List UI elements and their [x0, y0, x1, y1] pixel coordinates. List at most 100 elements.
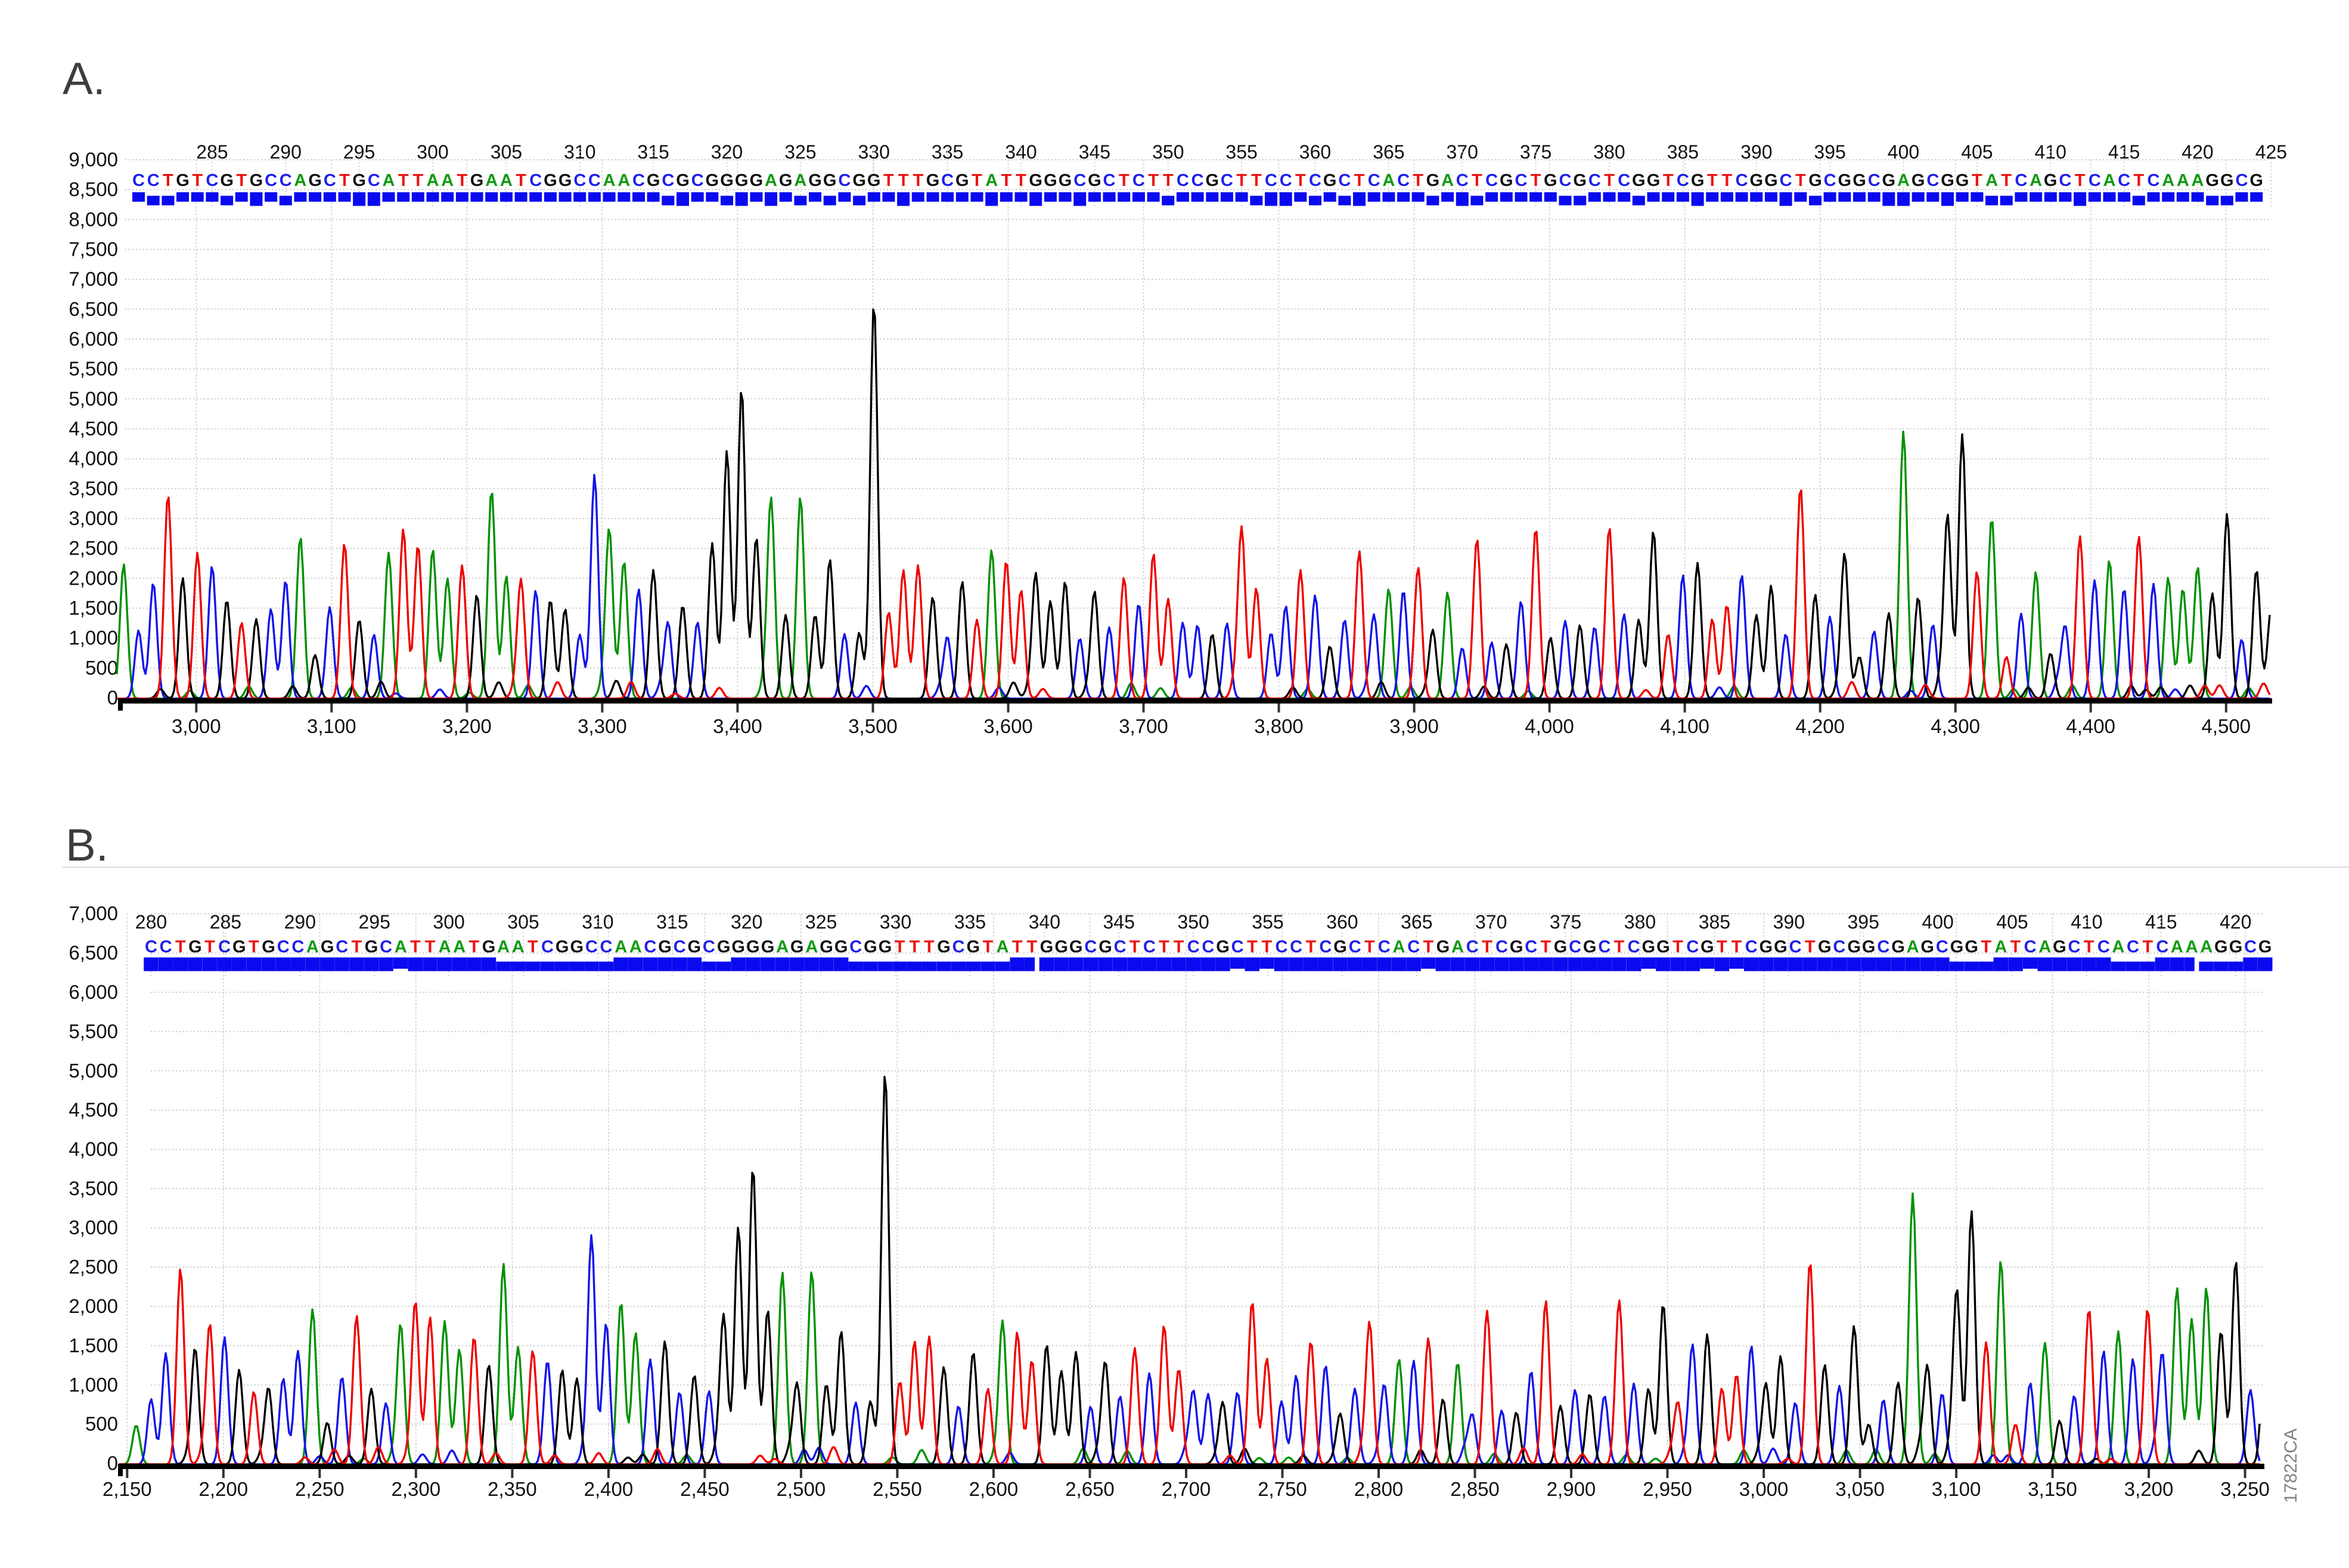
- svg-text:T: T: [1119, 171, 1129, 190]
- svg-text:3,800: 3,800: [1254, 715, 1304, 737]
- svg-text:C: C: [1736, 171, 1748, 190]
- svg-text:G: G: [1069, 937, 1083, 957]
- svg-text:5,000: 5,000: [69, 1060, 118, 1082]
- svg-text:C: C: [585, 937, 598, 957]
- svg-text:G: G: [1436, 937, 1450, 957]
- svg-text:C: C: [1456, 171, 1469, 190]
- svg-text:A: A: [2186, 937, 2198, 957]
- svg-text:T: T: [1423, 937, 1433, 957]
- svg-text:C: C: [1598, 937, 1611, 957]
- svg-text:G: G: [937, 937, 951, 957]
- svg-text:C: C: [2244, 937, 2257, 957]
- svg-text:C: C: [132, 171, 145, 190]
- svg-text:C: C: [1231, 937, 1244, 957]
- svg-text:T: T: [1795, 171, 1806, 190]
- svg-text:C: C: [1824, 171, 1836, 190]
- svg-text:3,000: 3,000: [69, 1216, 118, 1238]
- svg-text:T: T: [457, 171, 468, 190]
- svg-text:A: A: [603, 171, 616, 190]
- svg-text:T: T: [1001, 171, 1011, 190]
- svg-text:G: G: [1774, 937, 1788, 957]
- svg-text:G: G: [761, 937, 775, 957]
- svg-text:A: A: [453, 937, 466, 957]
- svg-text:3,100: 3,100: [1932, 1478, 1981, 1500]
- svg-text:9,000: 9,000: [69, 148, 118, 170]
- svg-text:G: G: [955, 171, 969, 190]
- svg-text:T: T: [1012, 937, 1023, 957]
- svg-text:G: G: [1656, 937, 1670, 957]
- svg-text:T: T: [2075, 171, 2086, 190]
- svg-text:2,450: 2,450: [680, 1478, 730, 1500]
- svg-text:G: G: [967, 937, 980, 957]
- svg-text:C: C: [1569, 937, 1581, 957]
- svg-text:T: T: [412, 171, 423, 190]
- svg-text:2,200: 2,200: [199, 1478, 249, 1500]
- svg-text:A: A: [1393, 937, 1405, 957]
- svg-text:A: A: [2200, 937, 2213, 957]
- svg-text:T: T: [1016, 171, 1026, 190]
- svg-text:G: G: [1691, 171, 1705, 190]
- svg-text:G: G: [820, 937, 833, 957]
- svg-text:G: G: [1647, 171, 1661, 190]
- svg-text:G: G: [1333, 937, 1347, 957]
- svg-text:G: G: [1044, 171, 1057, 190]
- svg-text:C: C: [529, 171, 542, 190]
- svg-text:G: G: [750, 171, 764, 190]
- svg-text:2,650: 2,650: [1065, 1478, 1115, 1500]
- svg-text:C: C: [644, 937, 656, 957]
- svg-text:T: T: [1262, 937, 1273, 957]
- svg-text:T: T: [1364, 937, 1375, 957]
- svg-text:C: C: [1926, 171, 1939, 190]
- svg-text:G: G: [1099, 937, 1112, 957]
- svg-text:C: C: [691, 171, 704, 190]
- svg-text:C: C: [368, 171, 380, 190]
- svg-text:G: G: [1216, 937, 1230, 957]
- svg-text:C: C: [1349, 937, 1361, 957]
- svg-text:C: C: [1559, 171, 1572, 190]
- svg-text:G: G: [720, 171, 734, 190]
- svg-text:G: G: [1941, 171, 1954, 190]
- svg-text:T: T: [1472, 171, 1482, 190]
- svg-text:4,400: 4,400: [2066, 715, 2115, 737]
- svg-text:7,000: 7,000: [69, 902, 118, 924]
- svg-text:T: T: [1247, 937, 1258, 957]
- svg-text:6,000: 6,000: [69, 981, 118, 1003]
- svg-text:C: C: [277, 937, 290, 957]
- svg-text:G: G: [1852, 171, 1866, 190]
- svg-text:1,000: 1,000: [69, 1374, 118, 1396]
- svg-text:4,100: 4,100: [1660, 715, 1709, 737]
- svg-text:G: G: [1510, 937, 1523, 957]
- svg-text:5,500: 5,500: [69, 1020, 118, 1042]
- svg-text:A: A: [985, 171, 998, 190]
- svg-text:G: G: [1029, 171, 1042, 190]
- svg-text:G: G: [1701, 937, 1714, 957]
- svg-text:A.: A.: [63, 54, 105, 104]
- svg-text:C: C: [1276, 937, 1288, 957]
- svg-text:A: A: [2030, 171, 2042, 190]
- svg-text:C: C: [1495, 937, 1508, 957]
- svg-text:G: G: [790, 937, 804, 957]
- svg-text:G: G: [2229, 937, 2243, 957]
- svg-text:T: T: [163, 171, 173, 190]
- svg-text:T: T: [1482, 937, 1492, 957]
- svg-text:A: A: [2038, 937, 2051, 957]
- svg-text:C: C: [1407, 937, 1420, 957]
- svg-text:A: A: [629, 937, 642, 957]
- svg-text:G: G: [482, 937, 496, 957]
- svg-text:G: G: [1847, 937, 1861, 957]
- svg-text:G: G: [1838, 171, 1852, 190]
- svg-text:7,500: 7,500: [69, 238, 118, 260]
- svg-text:A: A: [617, 171, 630, 190]
- svg-text:G: G: [1632, 171, 1646, 190]
- svg-text:G: G: [823, 171, 837, 190]
- svg-text:C: C: [1319, 937, 1332, 957]
- svg-text:G: G: [1554, 937, 1568, 957]
- svg-text:C: C: [1309, 171, 1321, 190]
- svg-text:G: G: [808, 171, 822, 190]
- svg-text:G: G: [570, 937, 584, 957]
- svg-text:T: T: [2084, 937, 2094, 957]
- svg-text:C: C: [206, 171, 218, 190]
- svg-text:C: C: [265, 171, 277, 190]
- svg-text:C: C: [588, 171, 601, 190]
- svg-text:C: C: [541, 937, 554, 957]
